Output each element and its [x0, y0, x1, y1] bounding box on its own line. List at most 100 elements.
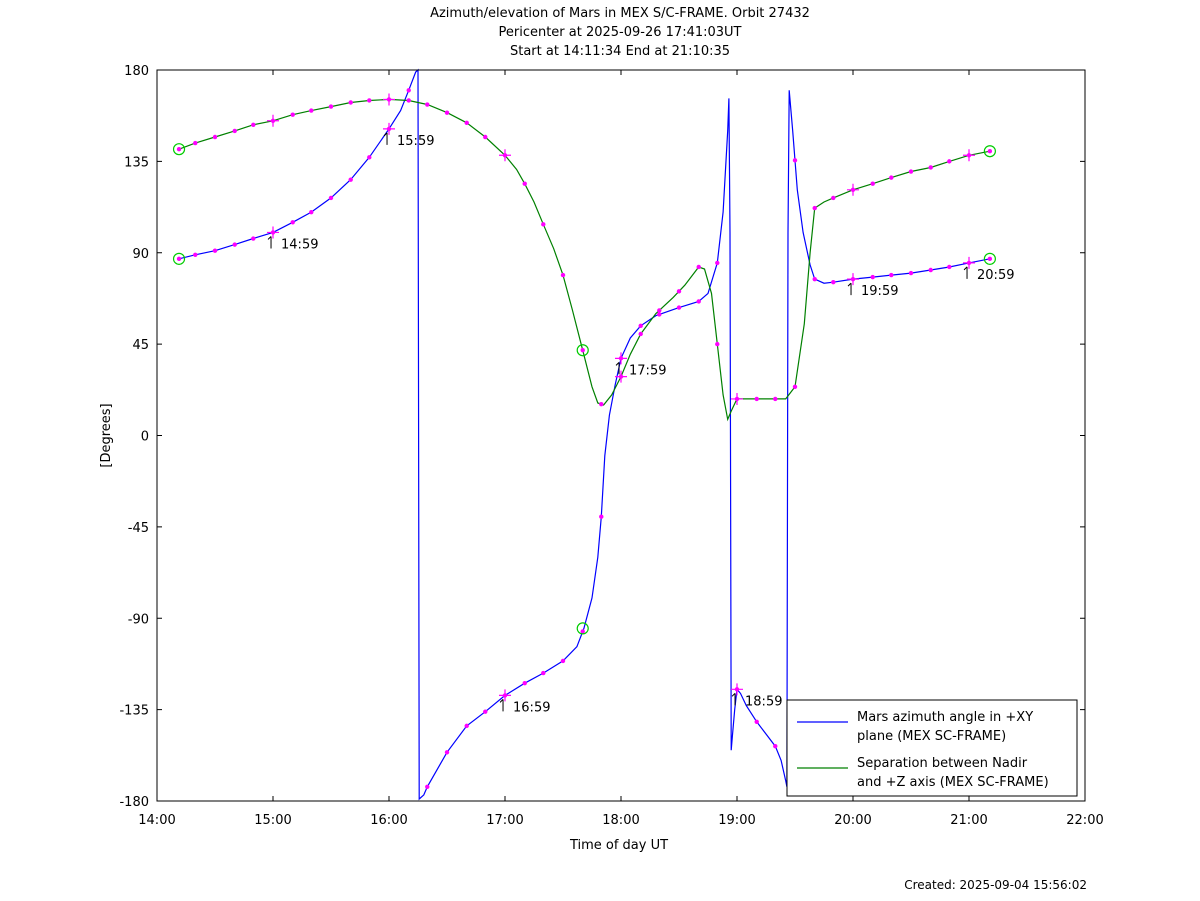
azimuth-marker-dot — [870, 274, 875, 280]
x-tick-label: 14:00 — [138, 813, 175, 828]
azimuth-marker-dot — [406, 88, 411, 93]
azimuth-marker-dot — [599, 514, 604, 519]
separation-marker-dot — [444, 110, 450, 115]
x-tick-label: 16:00 — [370, 813, 407, 828]
y-tick-label: 45 — [132, 338, 149, 353]
azimuth-hour-cross — [963, 256, 975, 269]
time-annotation: 16:59 — [513, 700, 550, 715]
azimuth-marker-dot — [444, 750, 450, 755]
azimuth-marker-dot — [754, 719, 759, 725]
separation-marker-dot — [193, 140, 198, 146]
azimuth-marker-dot — [928, 267, 933, 273]
azimuth-marker-dot — [560, 658, 566, 664]
x-tick-label: 17:00 — [486, 813, 523, 828]
x-tick-label: 18:00 — [602, 813, 639, 828]
separation-marker-dot — [947, 159, 952, 164]
azimuth-marker-dot — [541, 670, 546, 676]
separation-marker-dot — [309, 108, 314, 113]
azimuth-hour-cross — [731, 683, 743, 696]
separation-marker-dot — [232, 128, 237, 134]
azimuth-marker-dot — [947, 264, 952, 270]
azimuth-marker-dot — [773, 743, 778, 749]
event-circle — [983, 252, 996, 265]
azimuth-marker-dot — [812, 276, 817, 282]
annotation-tick — [267, 236, 272, 249]
azimuth-marker-dot — [908, 270, 914, 276]
azimuth-marker-dot — [464, 723, 469, 729]
separation-marker-dot — [560, 272, 566, 278]
time-annotation: 18:59 — [745, 694, 782, 709]
azimuth-marker-dot — [251, 236, 256, 241]
x-axis-label: Time of day UT — [569, 838, 668, 853]
separation-marker-dot — [928, 165, 933, 170]
azimuth-marker-dot — [831, 279, 836, 285]
time-annotation: 19:59 — [861, 284, 898, 299]
time-annotation: 20:59 — [977, 268, 1014, 283]
azimuth-marker-dot — [176, 256, 182, 262]
event-circle — [576, 344, 589, 357]
event-circle — [172, 143, 186, 156]
separation-marker-dot — [754, 396, 759, 402]
y-tick-label: 135 — [124, 155, 149, 170]
azimuth-marker-dot — [696, 299, 701, 304]
azimuth-marker-dot — [522, 681, 527, 686]
created-timestamp: Created: 2025-09-04 15:56:02 — [904, 878, 1087, 892]
start-end-text: Start at 14:11:34 End at 21:10:35 — [509, 44, 731, 59]
plot-frame — [156, 69, 1086, 802]
y-tick-label: 90 — [132, 247, 149, 262]
separation-marker-dot — [541, 222, 546, 227]
time-annotation: 15:59 — [397, 134, 434, 149]
separation-line — [178, 98, 991, 422]
separation-hour-cross — [383, 93, 395, 106]
separation-marker-dot — [908, 169, 914, 174]
annotation-tick — [963, 266, 968, 279]
azimuth-hour-cross — [499, 689, 511, 702]
separation-marker-dot — [176, 146, 182, 152]
separation-marker-dot — [212, 134, 218, 140]
azimuth-marker-dot — [987, 256, 993, 262]
azimuth-marker-dot — [657, 312, 662, 317]
separation-marker-dot — [580, 348, 585, 353]
time-annotation: 17:59 — [629, 363, 666, 378]
pericenter-text: Pericenter at 2025-09-26 17:41:03UT — [498, 25, 742, 40]
legend-label: Separation between Nadir — [857, 756, 1028, 771]
separation-marker-dot — [987, 149, 993, 154]
y-tick-label: -180 — [119, 795, 149, 810]
legend-label: and +Z axis (MEX SC-FRAME) — [857, 775, 1049, 790]
separation-marker-dot — [599, 402, 604, 407]
separation-marker-dot — [870, 181, 875, 186]
azimuth-marker-dot — [290, 220, 295, 225]
y-tick-label: -45 — [128, 521, 149, 536]
separation-marker-dot — [657, 308, 662, 313]
chart-title: Azimuth/elevation of Mars in MEX S/C-FRA… — [430, 6, 810, 21]
separation-marker-dot — [290, 112, 295, 117]
event-circle — [576, 622, 589, 635]
separation-marker-dot — [889, 175, 894, 180]
event-circle — [983, 145, 996, 158]
azimuth-marker-dot — [715, 260, 720, 266]
separation-marker-dot — [773, 396, 778, 402]
azimuth-hour-cross — [267, 226, 279, 239]
annotation-tick — [847, 282, 852, 296]
azimuth-hour-cross — [847, 273, 859, 286]
separation-marker-dot — [483, 134, 488, 140]
separation-marker-dot — [696, 264, 701, 270]
separation-marker-dot — [367, 98, 372, 103]
separation-marker-dot — [522, 181, 527, 186]
x-tick-label: 15:00 — [254, 813, 291, 828]
time-annotation: 14:59 — [281, 237, 318, 252]
annotation-tick — [499, 699, 504, 712]
azimuth-hour-cross — [615, 352, 627, 365]
separation-hour-cross — [847, 183, 859, 196]
separation-marker-dot — [406, 98, 411, 103]
separation-marker-dot — [638, 331, 643, 337]
azimuth-marker-dot — [232, 242, 237, 247]
legend-box — [786, 699, 1078, 797]
separation-hour-cross — [267, 114, 279, 127]
y-tick-label: -135 — [119, 704, 149, 719]
annotation-tick — [615, 361, 620, 375]
separation-hour-cross — [731, 392, 743, 405]
azimuth-line — [178, 68, 991, 801]
separation-hour-cross — [963, 149, 975, 162]
azimuth-marker-dot — [483, 709, 488, 714]
